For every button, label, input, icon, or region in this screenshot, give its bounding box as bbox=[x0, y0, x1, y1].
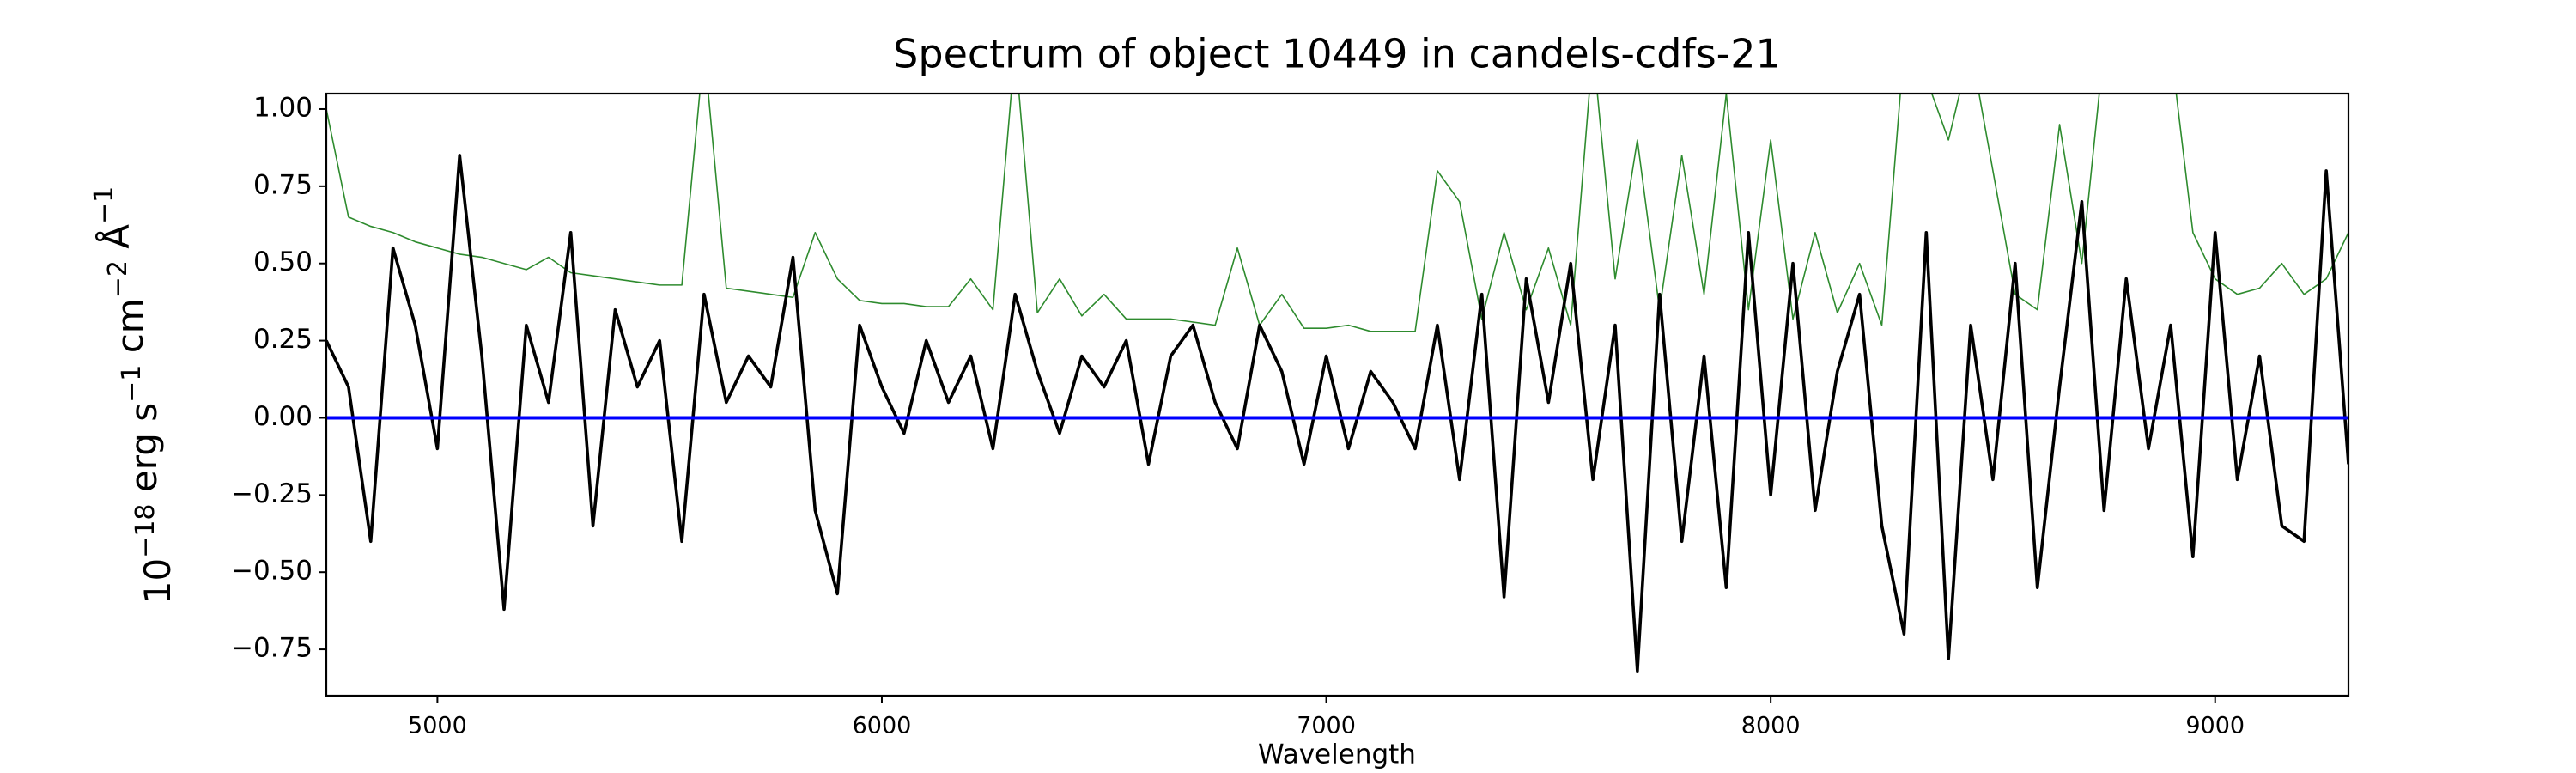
y-tick-label: 0.50 bbox=[253, 247, 313, 277]
y-label-text: cm bbox=[109, 298, 151, 364]
y-tick-label: −0.50 bbox=[231, 556, 313, 587]
x-tick-label: 7000 bbox=[1297, 713, 1356, 740]
y-tick-label: 0.75 bbox=[253, 169, 313, 200]
y-tick-label: 0.25 bbox=[253, 324, 313, 355]
y-label-sup: −1 bbox=[89, 186, 119, 224]
x-tick-label: 5000 bbox=[408, 713, 467, 740]
y-label-text: erg s bbox=[123, 403, 165, 504]
chart-title: Spectrum of object 10449 in candels-cdfs… bbox=[893, 31, 1781, 77]
y-axis-label: 10−18 erg s−1 cm−2 Å−1 bbox=[89, 186, 179, 605]
y-tick-label: −0.75 bbox=[231, 633, 313, 664]
y-label-sup: −1 bbox=[117, 365, 147, 403]
y-tick-label: −0.25 bbox=[231, 478, 313, 509]
axes-frame bbox=[325, 92, 2350, 697]
y-label-text: 10 bbox=[137, 558, 179, 604]
x-tick-label: 6000 bbox=[853, 713, 912, 740]
x-tick-label: 9000 bbox=[2185, 713, 2245, 740]
spectrum-line bbox=[326, 94, 2348, 332]
y-label-sup: −2 bbox=[103, 260, 133, 298]
spectrum-line bbox=[326, 154, 2348, 673]
x-axis-label: Wavelength bbox=[1258, 740, 1416, 770]
plot-area bbox=[326, 94, 2348, 673]
y-label-sup: −18 bbox=[131, 504, 161, 558]
y-tick-label: 0.00 bbox=[253, 401, 313, 432]
x-tick-label: 8000 bbox=[1741, 713, 1801, 740]
y-tick-label: 1.00 bbox=[253, 92, 313, 123]
y-label-text: Å bbox=[94, 224, 137, 260]
